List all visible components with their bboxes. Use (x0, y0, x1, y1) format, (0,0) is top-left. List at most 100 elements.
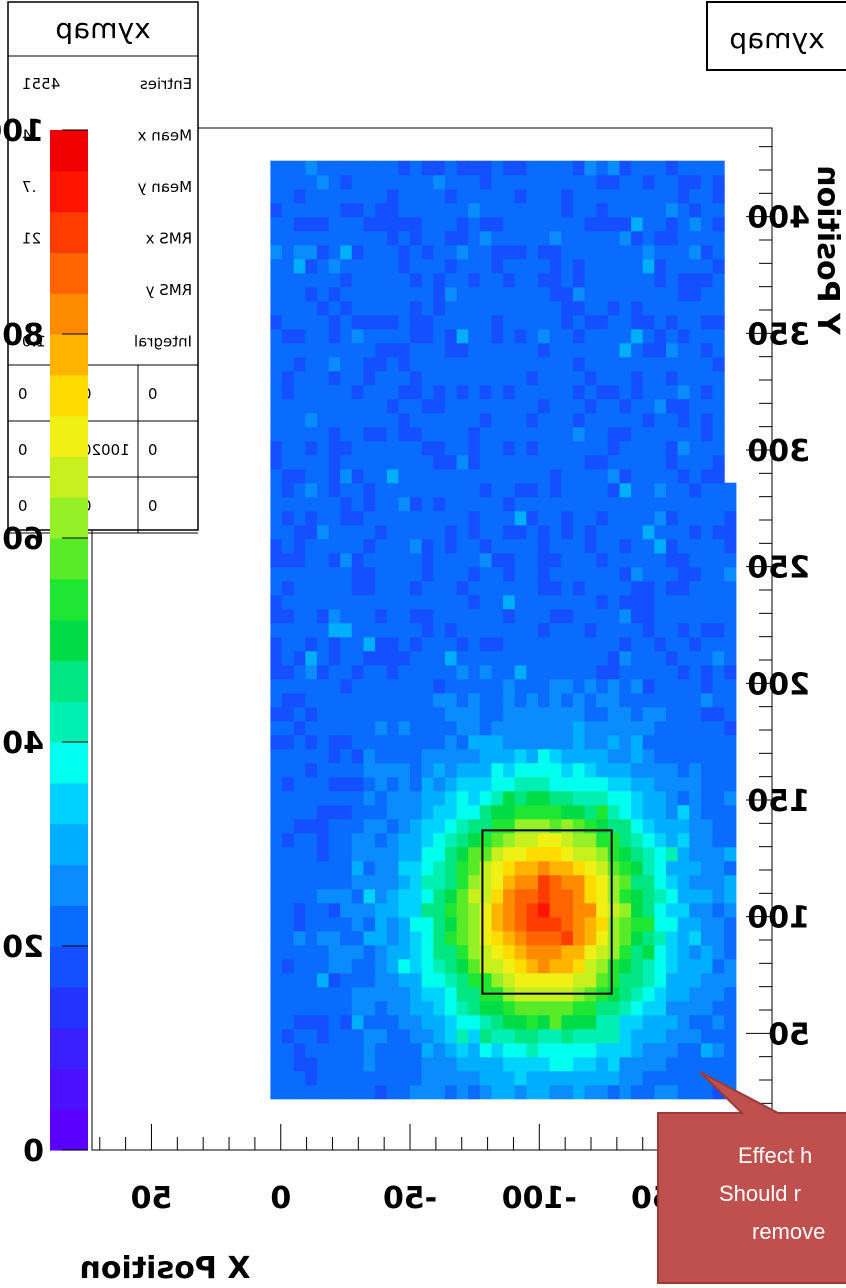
heatmap-cell (514, 734, 527, 750)
heatmap-cell (677, 874, 690, 890)
heatmap-cell (642, 594, 655, 610)
heatmap-cell (340, 440, 353, 456)
heatmap-cell (724, 496, 737, 512)
heatmap-cell (619, 832, 632, 848)
heatmap-cell (340, 594, 353, 610)
heatmap-cell (607, 496, 620, 512)
heatmap-cell (479, 230, 492, 246)
heatmap-cell (398, 902, 411, 918)
heatmap-cell (398, 1042, 411, 1058)
heatmap-cell (572, 930, 586, 946)
heatmap-cell (619, 804, 632, 820)
heatmap-cell (363, 202, 376, 218)
heatmap-cell (305, 496, 318, 512)
heatmap-cell (526, 720, 539, 736)
heatmap-cell (456, 762, 469, 778)
heatmap-cell (526, 678, 539, 694)
heatmap-cell (642, 1070, 655, 1086)
heatmap-cell (596, 188, 609, 204)
heatmap-cell (607, 412, 620, 428)
heatmap-cell (549, 496, 562, 512)
heatmap-cell (270, 440, 283, 456)
heatmap-cell (503, 790, 516, 806)
heatmap-cell (642, 916, 655, 932)
heatmap-cell (351, 370, 364, 386)
heatmap-cell (386, 300, 399, 316)
heatmap-cell (433, 790, 446, 806)
heatmap-cell (666, 174, 679, 190)
heatmap-cell (503, 496, 516, 512)
heatmap-cell (700, 286, 714, 302)
heatmap-cell (561, 902, 574, 918)
heatmap-cell (584, 496, 597, 512)
heatmap-cell (456, 818, 469, 834)
heatmap-cell (468, 188, 481, 204)
heatmap-cell (410, 944, 423, 960)
heatmap-cell (375, 398, 388, 414)
heatmap-cell (584, 832, 597, 848)
heatmap-cell (479, 174, 492, 190)
heatmap-cell (491, 482, 504, 498)
heatmap-cell (468, 608, 481, 624)
heatmap-cell (584, 776, 597, 792)
heatmap-cell (491, 202, 504, 218)
heatmap-cell (375, 692, 388, 708)
heatmap-cell (549, 902, 562, 918)
heatmap-cell (631, 398, 644, 414)
heatmap-cell (572, 1084, 586, 1100)
heatmap-cell (398, 188, 411, 204)
heatmap-cell (572, 286, 586, 302)
heatmap-cell (700, 272, 714, 288)
heatmap-cell (700, 314, 714, 330)
heatmap-cell (340, 370, 353, 386)
heatmap-cell (410, 860, 423, 876)
heatmap-cell (479, 482, 492, 498)
heatmap-cell (700, 986, 714, 1002)
heatmap-cell (549, 762, 562, 778)
heatmap-cell (607, 454, 620, 470)
heatmap-cell (316, 636, 330, 652)
heatmap-cell (351, 622, 364, 638)
heatmap-cell (666, 832, 679, 848)
heatmap-cell (631, 944, 644, 960)
heatmap-cell (561, 454, 574, 470)
heatmap-cell (700, 692, 714, 708)
colorbar-segment (50, 701, 88, 743)
heatmap-cell (363, 538, 376, 554)
heatmap-cell (607, 762, 620, 778)
heatmap-cell (677, 524, 690, 540)
heatmap-cell (689, 1084, 702, 1100)
heatmap-cell (724, 664, 737, 680)
heatmap-cell (444, 412, 458, 428)
heatmap-cell (398, 818, 411, 834)
heatmap-cell (375, 706, 388, 722)
heatmap-cell (666, 412, 679, 428)
heatmap-cell (712, 566, 725, 582)
heatmap-cell (584, 244, 597, 260)
heatmap-cell (375, 412, 388, 428)
heatmap-cell (596, 748, 609, 764)
heatmap-cell (689, 426, 702, 442)
heatmap-cell (398, 1014, 411, 1030)
heatmap-cell (572, 776, 586, 792)
heatmap-cell (642, 552, 655, 568)
heatmap-cell (549, 454, 562, 470)
heatmap-cell (584, 300, 597, 316)
colorbar-tick-label: 40 (2, 726, 44, 761)
heatmap-cell (526, 748, 539, 764)
heatmap-cell (316, 986, 330, 1002)
heatmap-cell (666, 510, 679, 526)
heatmap-cell (503, 356, 516, 372)
heatmap-cell (444, 692, 458, 708)
heatmap-cell (607, 356, 620, 372)
heatmap-cell (561, 426, 574, 442)
heatmap-cell (282, 216, 295, 232)
heatmap-cell (584, 734, 597, 750)
heatmap-cell (642, 650, 655, 666)
heatmap-cell (386, 818, 399, 834)
colorbar-segment (50, 946, 88, 988)
colorbar-segment (50, 1027, 88, 1069)
heatmap-cell (491, 524, 504, 540)
heatmap-cell (689, 1028, 702, 1044)
heatmap-cell (700, 384, 714, 400)
